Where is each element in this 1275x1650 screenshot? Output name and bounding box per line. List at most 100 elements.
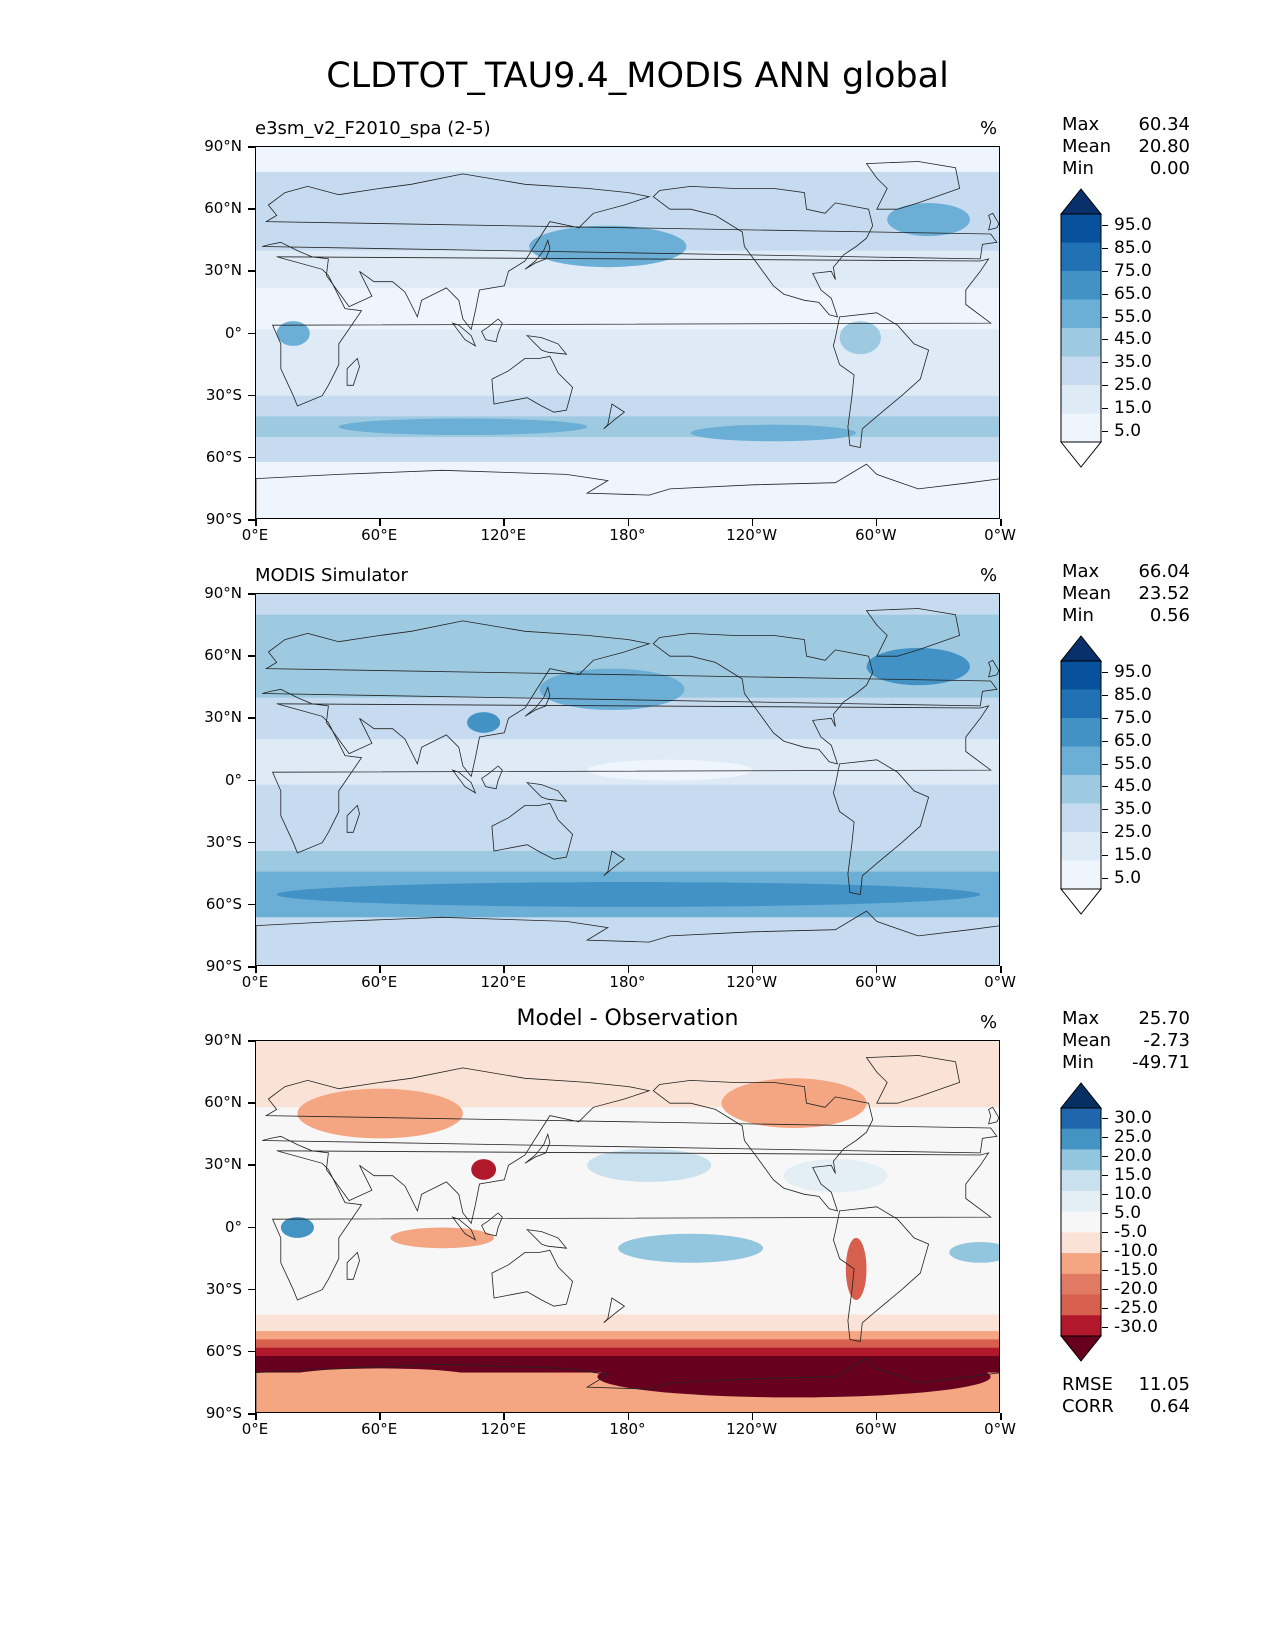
colorbar-tick — [1102, 740, 1108, 742]
colorbar-tick — [1102, 225, 1108, 227]
colorbar-tick-label: -25.0 — [1114, 1297, 1158, 1318]
coastline-namerica — [652, 632, 874, 765]
colorbar-tick — [1102, 695, 1108, 697]
lon-tick-label: 60°W — [855, 1420, 897, 1438]
colorbar-tick-label: 15.0 — [1114, 397, 1152, 418]
lat-tick — [248, 332, 255, 334]
colorbar-tick-label: 65.0 — [1114, 283, 1152, 304]
colorbar — [1060, 1082, 1103, 1362]
colorbar-tick — [1102, 786, 1108, 788]
lon-tick-label: 120°E — [480, 1420, 527, 1438]
lon-tick — [255, 519, 257, 526]
colorbar-tick-label: 85.0 — [1114, 238, 1152, 259]
colorbar-tick-label: -30.0 — [1114, 1316, 1158, 1337]
coastline-newzealand — [603, 1297, 626, 1324]
lat-tick-label: 60°N — [204, 646, 242, 665]
lon-tick — [627, 1413, 629, 1420]
lat-tick — [248, 1102, 255, 1104]
stat-name: Min — [1062, 158, 1094, 179]
lat-tick — [248, 270, 255, 272]
stat-value: 25.70 — [1138, 1008, 1190, 1029]
colorbar-tick — [1102, 1250, 1108, 1252]
colorbar-tick — [1102, 763, 1108, 765]
colorbar-tick — [1102, 1307, 1108, 1309]
colorbar-tick-label: -5.0 — [1114, 1221, 1148, 1242]
colorbar-tick-label: 95.0 — [1114, 662, 1152, 683]
colorbar-tick — [1102, 1231, 1108, 1233]
lon-tick-label: 60°E — [361, 973, 398, 991]
metric-value: 11.05 — [1138, 1374, 1190, 1395]
lon-tick-label: 0°E — [241, 973, 269, 991]
lon-tick-label: 0°W — [984, 1420, 1016, 1438]
lon-tick-label: 180° — [609, 973, 646, 991]
colorbar-tick — [1102, 1193, 1108, 1195]
lat-tick — [248, 456, 255, 459]
lon-tick-label: 120°W — [726, 1420, 778, 1438]
map-area — [255, 146, 1000, 519]
stat-name: Max — [1062, 114, 1100, 135]
lat-tick — [248, 779, 255, 781]
metrics-block: RMSE 11.05 CORR 0.64 — [1062, 1374, 1190, 1418]
coastline-sumatra — [451, 769, 477, 794]
lat-tick — [248, 394, 255, 397]
lat-tick-label: 60°S — [205, 447, 242, 466]
lat-tick — [248, 903, 255, 906]
stat-name: Max — [1062, 1008, 1100, 1029]
coastline-greenland — [865, 1055, 961, 1104]
coastline-eurasia — [262, 1067, 998, 1225]
coastline-samerica — [832, 759, 930, 895]
coastline-sumatra — [451, 322, 477, 347]
lon-tick — [627, 519, 629, 526]
map-panel-3: Model - Observation% 90°N 60°N 30°N 0° 30°S 60… — [0, 1006, 1275, 1472]
colorbar-tick-label: 10.0 — [1114, 1183, 1152, 1204]
stat-value: 66.04 — [1138, 561, 1190, 582]
lon-tick — [751, 966, 754, 973]
lat-tick — [248, 1164, 255, 1166]
lat-tick — [248, 208, 255, 210]
stat-value: -2.73 — [1143, 1030, 1190, 1051]
colorbar-tick-label: 25.0 — [1114, 1126, 1152, 1147]
coastline-australia — [491, 802, 574, 860]
colorbar-tick-label: 20.0 — [1114, 1145, 1152, 1166]
colorbar-tick-label: 55.0 — [1114, 753, 1152, 774]
coastline-eurasia — [262, 620, 998, 778]
stat-value: 23.52 — [1138, 583, 1190, 604]
coastline-madagascar — [346, 804, 360, 833]
lat-tick-label: 90°S — [205, 957, 242, 975]
lon-tick — [875, 966, 878, 973]
colorbar-tick-label: 75.0 — [1114, 708, 1152, 728]
colorbar-tick — [1102, 293, 1108, 295]
coastline-newguinea — [525, 782, 568, 802]
lon-tick-label: 60°E — [361, 526, 398, 544]
colorbar-tick-label: 35.0 — [1114, 352, 1152, 373]
lon-tick — [875, 1413, 878, 1420]
colorbar-tick — [1102, 316, 1108, 318]
stat-row: Max 60.34 — [1062, 114, 1190, 136]
lon-tick-label: 120°E — [480, 526, 527, 544]
stat-value: -49.71 — [1131, 1052, 1190, 1073]
lat-tick-label: 60°S — [205, 1341, 242, 1360]
colorbar-tick — [1102, 1269, 1108, 1271]
colorbar-tick — [1102, 672, 1108, 674]
lat-tick-label: 0° — [224, 1217, 242, 1236]
lon-tick — [379, 519, 381, 526]
lon-tick — [255, 966, 257, 973]
lat-tick — [248, 1350, 255, 1353]
lon-tick-label: 0°E — [241, 526, 269, 544]
coastline-japan — [524, 239, 551, 270]
coastline-madagascar — [346, 1251, 360, 1280]
stat-row: Min 0.00 — [1062, 158, 1190, 180]
stat-row: Min -49.71 — [1062, 1052, 1190, 1074]
lon-tick — [751, 1413, 754, 1420]
figure-title: CLDTOT_TAU9.4_MODIS ANN global — [326, 56, 949, 96]
stat-row: Mean 20.80 — [1062, 136, 1190, 158]
colorbar-tick-label: 65.0 — [1114, 730, 1152, 751]
colorbar-tick-label: 5.0 — [1114, 420, 1142, 441]
coastline-antarctica — [256, 910, 999, 965]
stat-row: Mean -2.73 — [1062, 1030, 1190, 1052]
stat-row: Max 25.70 — [1062, 1008, 1190, 1030]
stat-value: 0.56 — [1149, 605, 1190, 626]
lat-tick-label: 90°S — [205, 510, 242, 528]
metric-row: CORR 0.64 — [1062, 1396, 1190, 1418]
stat-name: Min — [1062, 605, 1094, 626]
